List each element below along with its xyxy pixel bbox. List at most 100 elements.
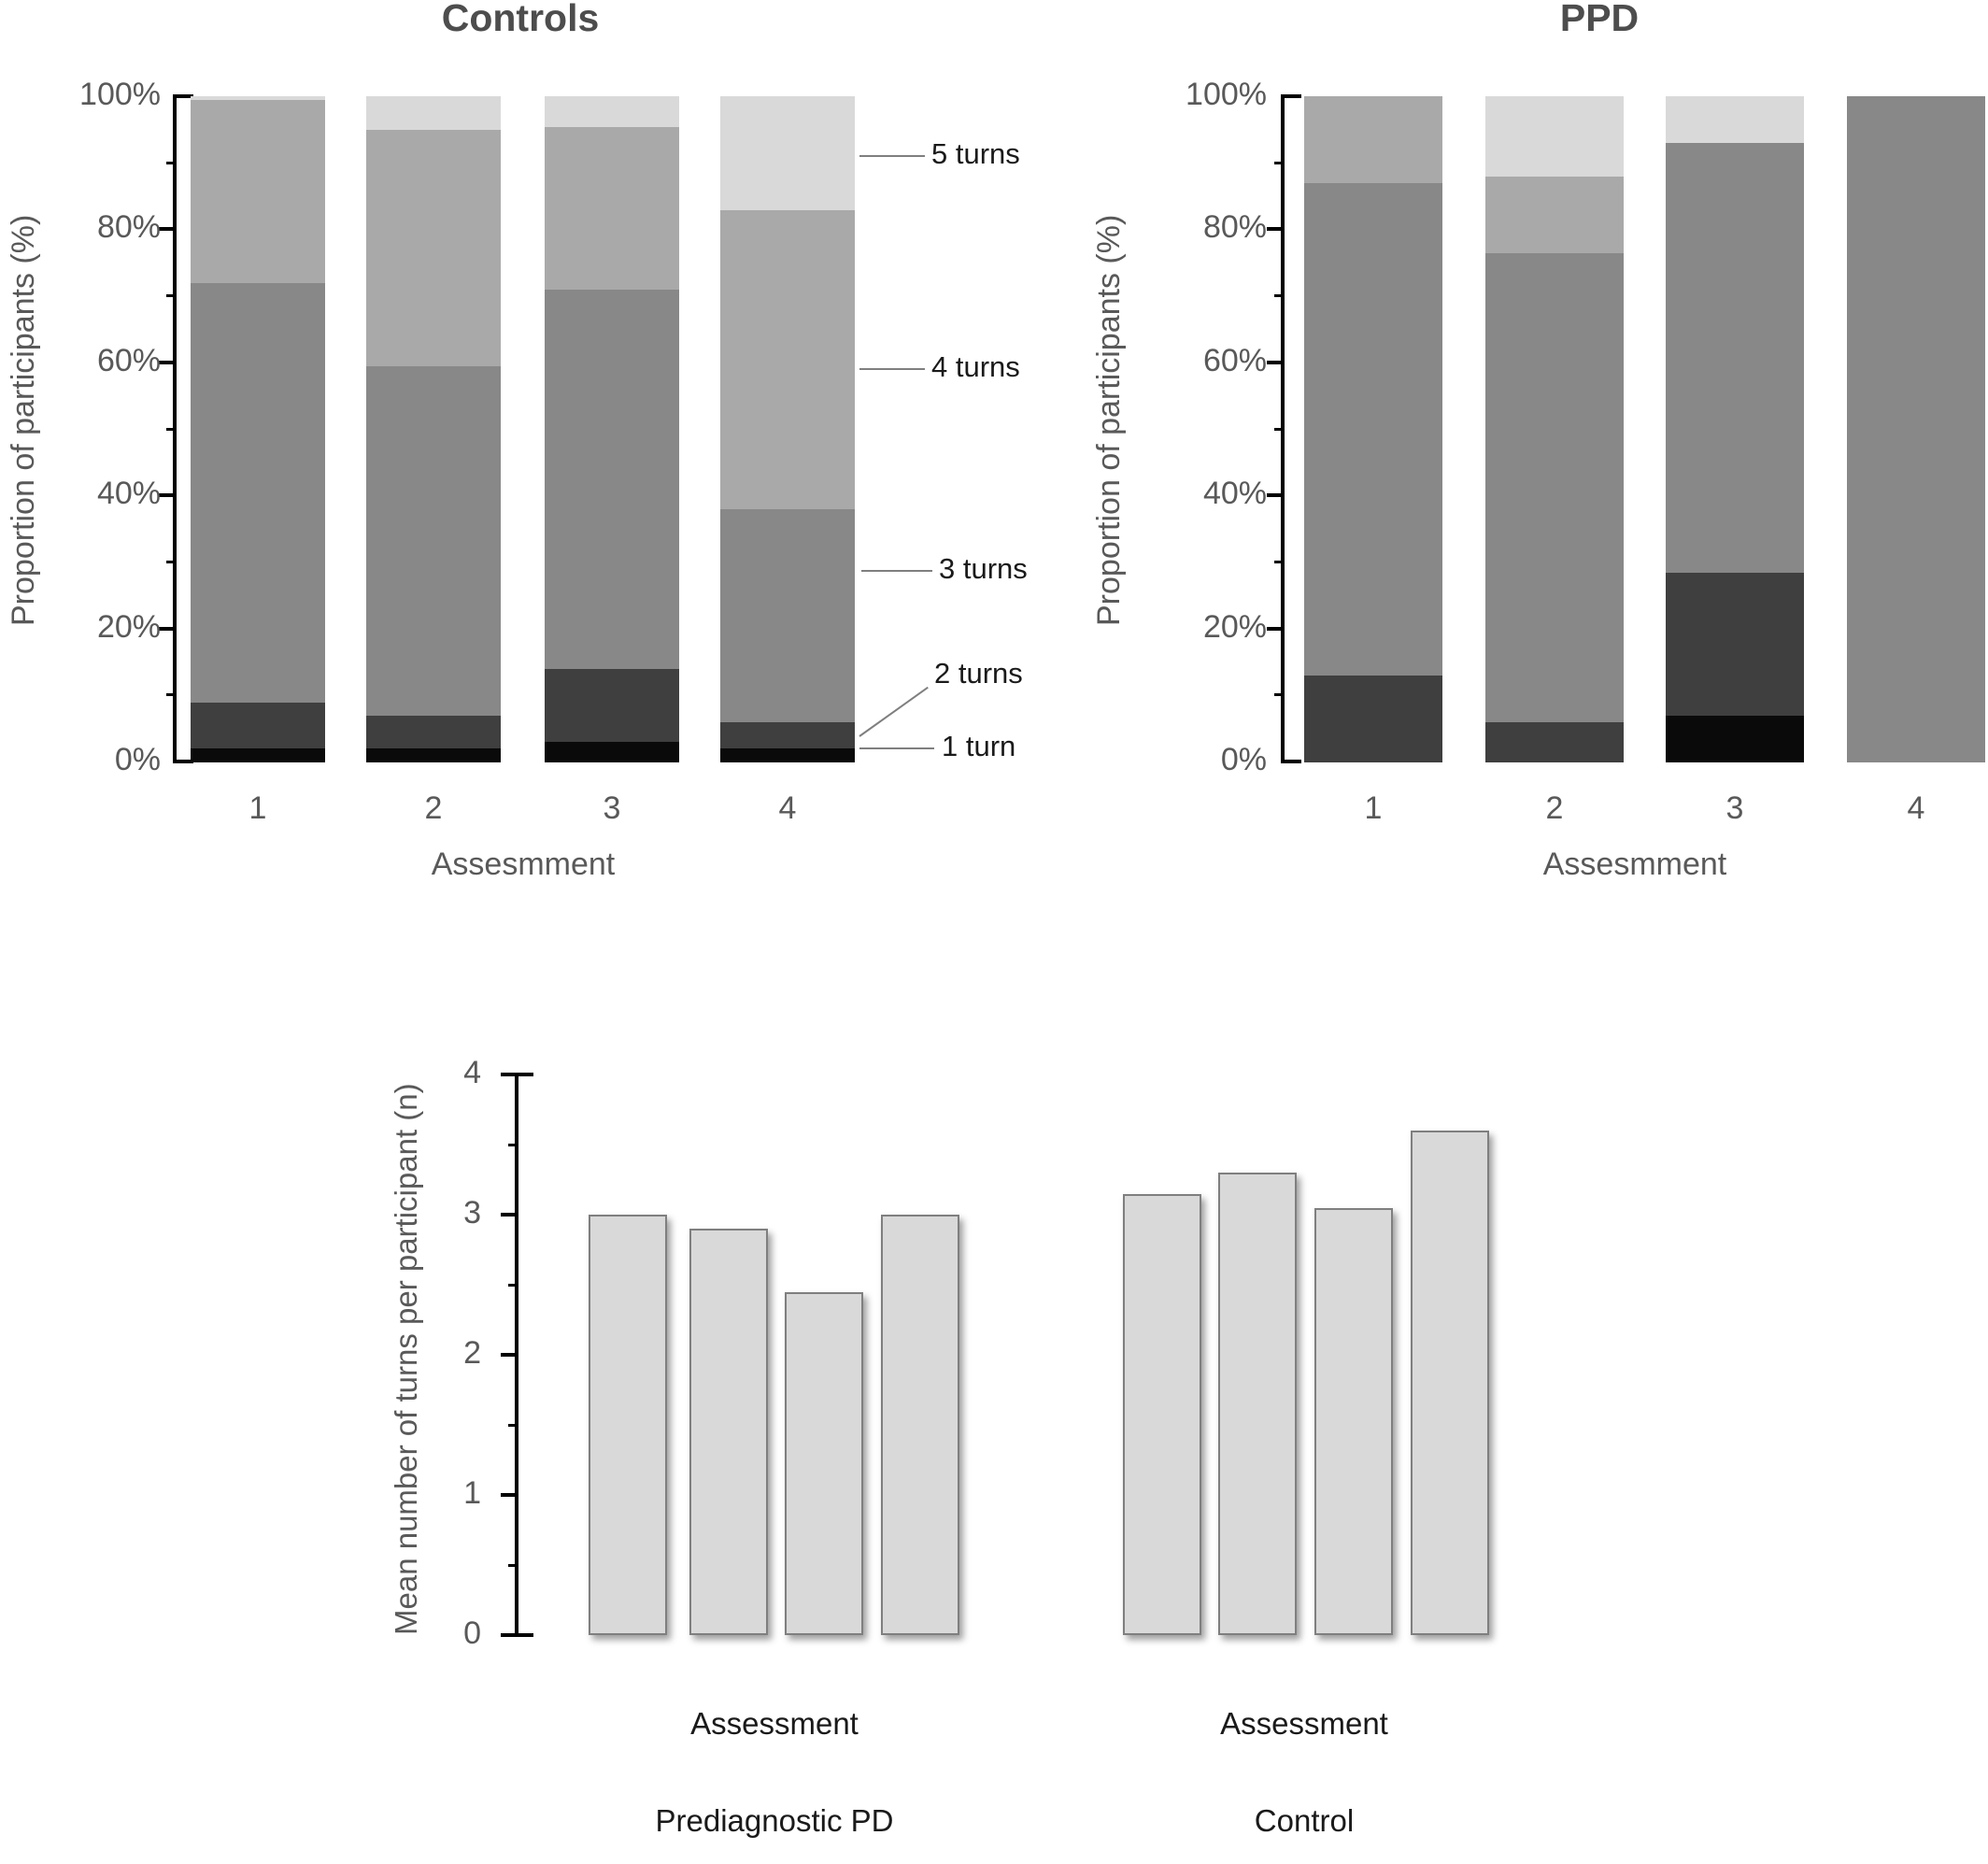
- y-tick-label: 100%: [79, 77, 161, 112]
- y-tick-label: 80%: [1202, 209, 1267, 246]
- bar-segment-5-turns: [1485, 96, 1624, 178]
- bar-segment-1-turn: [191, 747, 325, 762]
- legend-label: 1 turn: [942, 730, 1016, 762]
- legend-label: 5 turns: [931, 137, 1020, 170]
- mean-turns-bar: [1218, 1173, 1297, 1635]
- y-minor-tick: [1274, 294, 1283, 298]
- y-tick-label: 1: [463, 1475, 481, 1511]
- y-minor-tick: [166, 427, 175, 431]
- y-minor-tick: [1274, 161, 1283, 164]
- leader-line: [859, 368, 925, 370]
- y-tick-label: 60%: [1202, 342, 1267, 378]
- bar-segment-3-turns: [720, 508, 855, 722]
- leader-line: [859, 686, 929, 737]
- y-minor-tick: [1274, 427, 1283, 431]
- y-major-tick: [501, 1213, 517, 1217]
- x-tick-label: 1: [1364, 790, 1383, 826]
- controls-x-axis-title: Assesmment: [431, 847, 616, 882]
- bar-segment-1-turn: [1666, 715, 1804, 762]
- y-major-tick: [1267, 227, 1283, 232]
- y-minor-tick: [166, 693, 175, 697]
- mean-turns-bar: [1411, 1131, 1489, 1635]
- y-minor-tick: [508, 1143, 517, 1146]
- y-minor-tick: [1274, 693, 1283, 697]
- y-minor-tick: [508, 1563, 517, 1567]
- x-tick-label: 2: [1545, 790, 1564, 826]
- bar-segment-4-turns: [545, 126, 679, 291]
- y-major-tick: [159, 493, 175, 498]
- y-major-tick: [501, 1633, 517, 1637]
- bar-segment-4-turns: [1485, 176, 1624, 253]
- bar-segment-3-turns: [366, 365, 501, 716]
- y-major-tick: [1267, 493, 1283, 498]
- bar-segment-2-turns: [545, 668, 679, 743]
- mean-turns-bar: [785, 1291, 863, 1635]
- bar-segment-2-turns: [366, 715, 501, 749]
- legend-label: 2 turns: [934, 657, 1023, 690]
- x-tick-label: 3: [603, 790, 621, 826]
- y-minor-tick: [1274, 560, 1283, 563]
- bar-segment-3-turns: [1485, 252, 1624, 722]
- y-minor-tick: [166, 161, 175, 164]
- y-major-tick: [159, 227, 175, 232]
- y-tick-label: 40%: [1202, 476, 1267, 512]
- y-major-tick: [501, 1353, 517, 1357]
- ppd-chart-title: PPD: [1559, 0, 1640, 39]
- bar-segment-4-turns: [720, 209, 855, 510]
- leader-line: [861, 570, 932, 572]
- y-axis-line: [515, 1073, 518, 1637]
- x-tick-label: 3: [1725, 790, 1744, 826]
- bar-segment-3-turns: [1304, 182, 1442, 676]
- axis-end-cap: [517, 1633, 533, 1637]
- ppd-x-axis-title: Assesmment: [1542, 847, 1727, 882]
- y-major-tick: [501, 1073, 517, 1076]
- mean-turns-bar: [1314, 1207, 1393, 1635]
- y-tick-label: 20%: [1202, 608, 1267, 645]
- bar-segment-1-turn: [545, 741, 679, 762]
- means-group2-x-axis-label: Assessment: [1220, 1706, 1388, 1741]
- x-tick-label: 4: [778, 790, 797, 826]
- bar-segment-3-turns: [545, 289, 679, 669]
- controls-chart-title: Controls: [441, 0, 600, 39]
- bar-segment-4-turns: [366, 129, 501, 366]
- axis-end-cap: [175, 760, 193, 763]
- y-minor-tick: [166, 560, 175, 563]
- leader-line: [859, 747, 934, 749]
- bar-segment-5-turns: [1666, 96, 1804, 144]
- bar-segment-5-turns: [191, 96, 325, 101]
- bar-segment-4-turns: [191, 99, 325, 283]
- y-tick-label: 2: [463, 1335, 481, 1371]
- y-major-tick: [1267, 360, 1283, 364]
- y-axis-line: [1281, 94, 1285, 763]
- y-tick-label: 4: [463, 1055, 481, 1090]
- bar-segment-2-turns: [191, 701, 325, 749]
- axis-end-cap: [1283, 760, 1301, 763]
- y-minor-tick: [508, 1283, 517, 1287]
- bar-segment-4-turns: [1304, 96, 1442, 184]
- y-tick-label: 0%: [114, 742, 161, 777]
- bar-segment-5-turns: [720, 96, 855, 210]
- y-tick-label: 0: [463, 1615, 481, 1651]
- y-major-tick: [1267, 626, 1283, 631]
- bar-segment-2-turns: [1304, 675, 1442, 762]
- y-tick-label: 100%: [1186, 77, 1267, 112]
- bar-segment-1-turn: [366, 747, 501, 762]
- x-tick-label: 2: [424, 790, 443, 826]
- legend-label: 3 turns: [939, 552, 1028, 585]
- bar-segment-2-turns: [720, 721, 855, 749]
- y-minor-tick: [508, 1423, 517, 1427]
- axis-end-cap: [517, 1073, 533, 1076]
- bar-segment-2-turns: [1666, 572, 1804, 716]
- y-tick-label: 60%: [96, 342, 161, 378]
- y-tick-label: 3: [463, 1195, 481, 1231]
- means-group2-name: Control: [1254, 1803, 1355, 1838]
- bar-segment-5-turns: [545, 96, 679, 127]
- y-tick-label: 40%: [96, 476, 161, 512]
- x-tick-label: 4: [1907, 790, 1925, 826]
- y-axis-line: [173, 94, 177, 763]
- y-tick-label: 0%: [1220, 742, 1267, 777]
- bar-segment-3-turns: [1666, 142, 1804, 573]
- mean-turns-bar: [1123, 1193, 1201, 1635]
- means-group1-x-axis-label: Assessment: [690, 1706, 859, 1741]
- bar-segment-3-turns: [1847, 96, 1985, 762]
